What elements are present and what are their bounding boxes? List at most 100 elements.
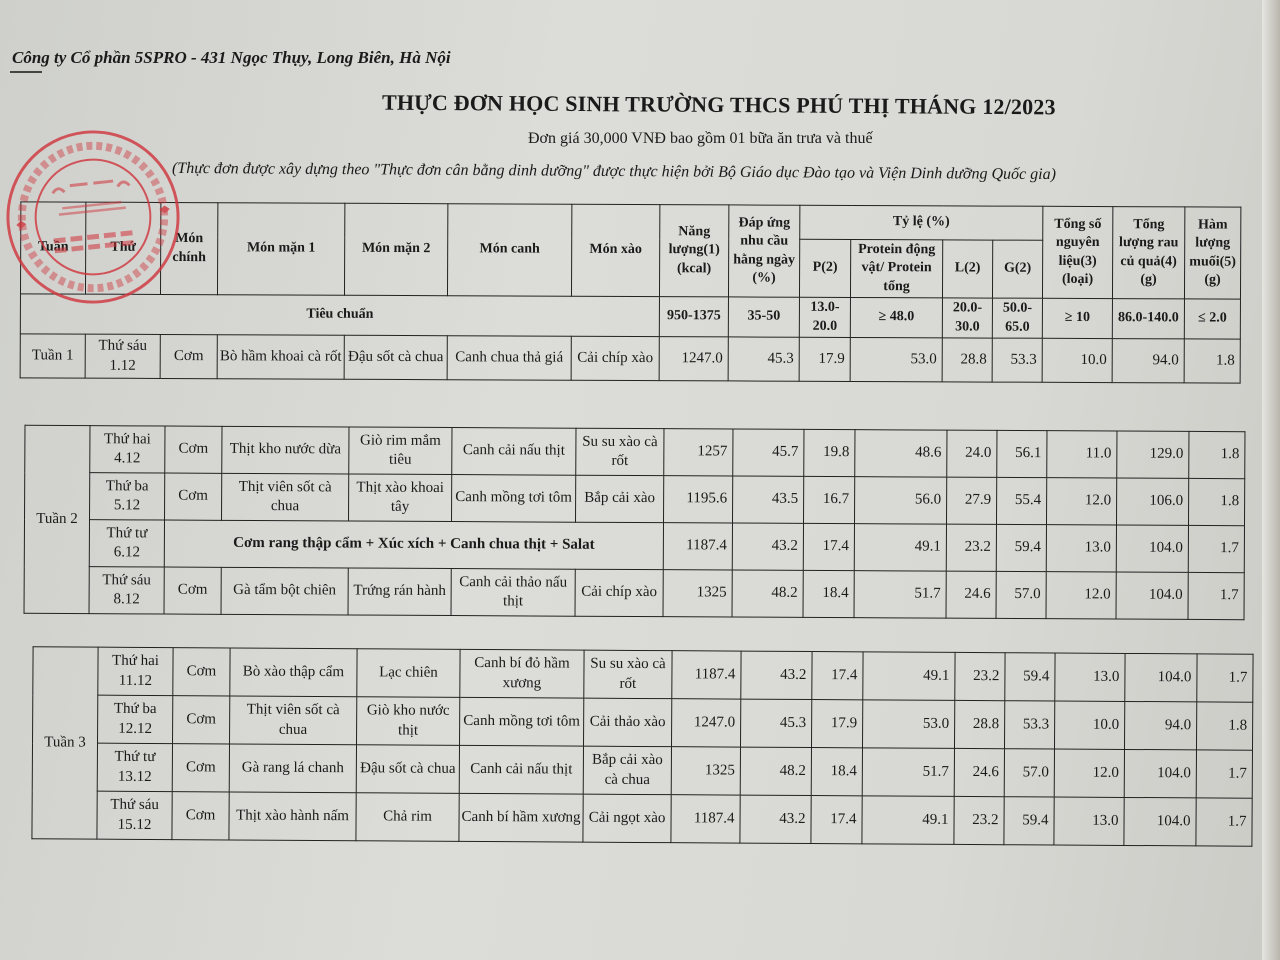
day-cell: Thứ sáu 1.12 [85, 334, 161, 379]
ingredient-count: 12.0 [1054, 749, 1125, 798]
energy: 1195.6 [663, 475, 733, 524]
energy: 1325 [671, 746, 741, 796]
vegetable-amount: 94.0 [1112, 338, 1185, 383]
protein-ratio: 48.6 [854, 429, 947, 478]
g-ratio: 59.4 [996, 524, 1047, 572]
savory-dish-1: Bò xào thập cẩm [229, 647, 358, 697]
menu-table-week-3: Tuần 3 Thứ hai 11.12 Cơm Bò xào thập cẩm Lạc… [31, 646, 1254, 847]
savory-dish-1: Thịt kho nước dừa [221, 426, 349, 475]
p-ratio: 19.8 [803, 429, 855, 477]
note-line: (Thực đơn được xây dựng theo "Thực đơn c… [171, 159, 1056, 184]
table-row: Thứ ba 5.12 Cơm Thịt viên sốt cà chua Thịt … [25, 472, 1245, 526]
main-dish: Cơm [171, 791, 230, 840]
col-g: G(2) [992, 240, 1043, 299]
l-ratio: 28.8 [954, 700, 1005, 749]
standard-ingredient-count: ≥ 10 [1042, 298, 1113, 339]
vegetable-amount: 106.0 [1116, 478, 1189, 526]
g-ratio: 53.3 [1004, 700, 1055, 750]
soup-dish: Canh bí đỏ hầm xương [459, 649, 585, 699]
day-cell: Thứ hai 11.12 [97, 647, 174, 696]
savory-dish-2: Lạc chiên [356, 648, 461, 698]
daily-need: 48.2 [732, 570, 804, 618]
stir-fry-dish: Cải ngọt xào [582, 794, 672, 843]
protein-ratio: 51.7 [862, 747, 955, 797]
price-line: Đơn giá 30,000 VNĐ bao gồm 01 bữa ăn trư… [528, 130, 873, 147]
menu-table-week-2: Tuần 2 Thứ hai 4.12 Cơm Thịt kho nước dừa Gi… [24, 425, 1246, 620]
p-ratio: 17.4 [803, 523, 855, 571]
vegetable-amount: 129.0 [1116, 431, 1189, 479]
ingredient-count: 13.0 [1046, 524, 1117, 573]
col-day: Thứ [85, 202, 161, 295]
energy: 1247.0 [671, 698, 741, 748]
savory-dish-1: Gà rang lá chanh [229, 743, 357, 793]
vegetable-amount: 104.0 [1124, 653, 1198, 702]
savory-dish-2: Trứng rán hành [348, 568, 452, 616]
stir-fry-dish: Su su xào cà rốt [575, 428, 664, 476]
g-ratio: 53.3 [992, 338, 1043, 383]
stir-fry-dish: Cải chíp xào [575, 569, 664, 617]
energy: 1187.4 [663, 522, 733, 571]
combined-menu-cell: Cơm rang thập cẩm + Xúc xích + Canh chua… [164, 520, 664, 570]
day-cell: Thứ sáu 8.12 [89, 566, 165, 615]
week-label: Tuần 2 [24, 425, 90, 614]
vegetable-amount: 104.0 [1116, 572, 1189, 620]
g-ratio: 56.1 [996, 430, 1047, 478]
col-savory-2: Món mặn 2 [344, 203, 448, 296]
stir-fry-dish: Su su xào cà rốt [583, 650, 673, 699]
salt-amount: 1.8 [1188, 478, 1245, 526]
table-row: Tuần 2 Thứ hai 4.12 Cơm Thịt kho nước dừa Gi… [24, 425, 1245, 614]
table-row: Tuần 3 Thứ hai 11.12 Cơm Bò xào thập cẩm Lạc… [31, 646, 1254, 840]
main-dish: Cơm [164, 473, 222, 521]
day-cell: Thứ tư 13.12 [97, 743, 173, 792]
savory-dish-1: Thịt xào hành nấm [228, 791, 357, 841]
main-dish: Cơm [164, 567, 222, 615]
ingredient-count: 10.0 [1042, 338, 1113, 383]
soup-dish: Canh cải thảo nấu thịt [451, 568, 576, 617]
col-energy: Năng lượng(1) (kcal) [659, 204, 729, 297]
col-ratio-group: Tỷ lệ (%) [799, 205, 1043, 241]
col-soup: Món canh [447, 203, 572, 297]
soup-dish: Canh chua thả giá [447, 335, 572, 381]
savory-dish-1: Bò hầm khoai cà rốt [217, 334, 345, 380]
page-edge [1262, 0, 1280, 960]
stir-fry-dish: Cải thảo xào [583, 698, 672, 747]
savory-dish-1: Thịt viên sốt cà chua [221, 473, 349, 522]
protein-ratio: 53.0 [862, 699, 955, 749]
p-ratio: 17.4 [811, 651, 864, 700]
salt-amount: 1.8 [1196, 701, 1253, 751]
vegetable-amount: 104.0 [1123, 797, 1197, 846]
p-ratio: 17.9 [811, 699, 863, 748]
l-ratio: 23.2 [954, 652, 1006, 701]
l-ratio: 24.0 [946, 430, 997, 478]
g-ratio: 55.4 [996, 477, 1047, 525]
salt-amount: 1.7 [1188, 525, 1245, 573]
main-dish: Cơm [172, 647, 231, 696]
week-label: Tuần 3 [31, 646, 99, 840]
col-vegetables: Tổng lượng rau củ quả(4) (g) [1112, 206, 1185, 299]
day-cell: Thứ hai 4.12 [89, 425, 165, 474]
day-cell: Thứ sáu 15.12 [96, 791, 173, 840]
daily-need: 45.3 [740, 699, 812, 748]
col-protein: Protein động vật/ Protein tổng [850, 239, 943, 298]
salt-amount: 1.7 [1196, 653, 1254, 703]
ingredient-count: 10.0 [1054, 701, 1125, 750]
vegetable-amount: 94.0 [1124, 701, 1197, 750]
l-ratio: 27.9 [946, 477, 997, 525]
company-line: Công ty Cổ phần 5SPRO - 431 Ngọc Thụy, L… [12, 48, 451, 67]
col-p: P(2) [799, 239, 851, 298]
standard-p-ratio: 13.0-20.0 [799, 297, 851, 338]
week-label: Tuần 1 [20, 333, 86, 379]
energy: 1257 [663, 428, 733, 477]
col-ingredients: Tổng số nguyên liệu(3) (loại) [1042, 206, 1113, 299]
stir-fry-dish: Bắp cải xào cà chua [583, 746, 672, 795]
soup-dish: Canh bí hầm xương [458, 793, 584, 843]
table-row: Thứ ba 12.12 Cơm Thịt viên sốt cà chua Giò … [33, 695, 1253, 751]
table-row: Thứ tư 6.12 Cơm rang thập cẩm + Xúc xích … [24, 519, 1245, 573]
p-ratio: 16.7 [803, 476, 855, 524]
savory-dish-2: Giò kho nước thịt [356, 696, 460, 746]
p-ratio: 18.4 [811, 747, 863, 796]
col-l: L(2) [942, 239, 993, 299]
table-row: Thứ sáu 15.12 Cơm Thịt xào hành nấm Chả rim… [32, 791, 1253, 847]
protein-ratio: 53.0 [850, 337, 943, 382]
day-cell: Thứ ba 5.12 [89, 472, 165, 521]
